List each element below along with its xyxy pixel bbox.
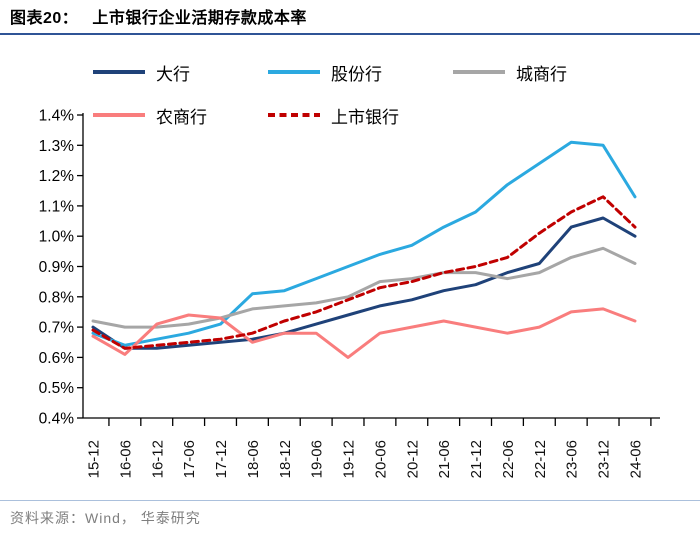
y-axis-label: 0.8% [39, 289, 75, 306]
title-underline [0, 33, 700, 35]
x-axis-label: 22-12 [532, 440, 549, 478]
y-axis-label: 0.6% [39, 350, 75, 367]
y-axis-label: 1.0% [39, 229, 75, 246]
legend-label-major-banks: 大行 [156, 64, 190, 84]
y-axis-label: 1.1% [39, 198, 75, 215]
x-axis-label: 22-06 [500, 440, 517, 478]
x-axis-label: 21-12 [468, 440, 485, 478]
legend-label-city-commercial-banks: 城商行 [516, 64, 567, 84]
legend-swatch-major-banks [93, 70, 145, 74]
y-axis-label: 0.9% [39, 259, 75, 276]
legend-swatch-rural-commercial-banks [93, 113, 145, 117]
figure-title: 上市银行企业活期存款成本率 [92, 10, 307, 27]
legend-label-joint-stock-banks: 股份行 [331, 64, 382, 84]
x-axis-label: 16-06 [117, 440, 134, 478]
x-axis-label: 16-12 [149, 440, 166, 478]
y-axis-label: 0.7% [39, 320, 75, 337]
legend-swatch-city-commercial-banks [453, 70, 505, 74]
y-axis-label: 0.4% [39, 411, 75, 428]
series-line-joint-stock-banks [91, 140, 637, 347]
x-axis-label: 23-12 [596, 440, 613, 478]
legend-item-rural-commercial-banks: 农商行 [93, 104, 207, 127]
legend-item-joint-stock-banks: 股份行 [268, 61, 382, 84]
y-axis-label: 0.5% [39, 380, 75, 397]
footer-divider [0, 500, 700, 501]
legend-swatch-joint-stock-banks [268, 70, 320, 74]
x-axis-label: 17-06 [181, 440, 198, 478]
x-axis-label: 19-06 [309, 440, 326, 478]
legend-label-rural-commercial-banks: 农商行 [156, 107, 207, 127]
x-axis-label: 19-12 [341, 440, 358, 478]
y-axis-label: 1.2% [39, 168, 75, 185]
legend-item-city-commercial-banks: 城商行 [453, 61, 567, 84]
x-axis-label: 15-12 [86, 440, 103, 478]
x-axis-label: 20-12 [404, 440, 421, 478]
y-axis-label: 1.3% [39, 138, 75, 155]
x-axis-label: 24-06 [627, 440, 644, 478]
x-axis-label: 18-06 [245, 440, 262, 478]
legend-label-listed-banks: 上市银行 [331, 107, 399, 127]
series-line-city-commercial-banks [91, 246, 637, 329]
figure-header: 图表20： 上市银行企业活期存款成本率 [10, 7, 307, 31]
legend-item-major-banks: 大行 [93, 61, 190, 84]
series-line-major-banks [91, 216, 637, 350]
series-line-listed-banks [91, 195, 637, 350]
source-note: 资料来源：Wind， 华泰研究 [10, 510, 201, 526]
series-line-rural-commercial-banks [91, 307, 637, 359]
x-axis-label: 23-06 [564, 440, 581, 478]
x-axis-label: 20-06 [372, 440, 389, 478]
x-axis-label: 18-12 [277, 440, 294, 478]
x-axis-label: 17-12 [213, 440, 230, 478]
legend-item-listed-banks: 上市银行 [268, 104, 399, 127]
x-axis-label: 21-06 [436, 440, 453, 478]
legend-swatch-listed-banks [268, 113, 320, 117]
y-axis-label: 1.4% [39, 108, 75, 125]
figure-number-label: 图表20： [10, 10, 79, 27]
